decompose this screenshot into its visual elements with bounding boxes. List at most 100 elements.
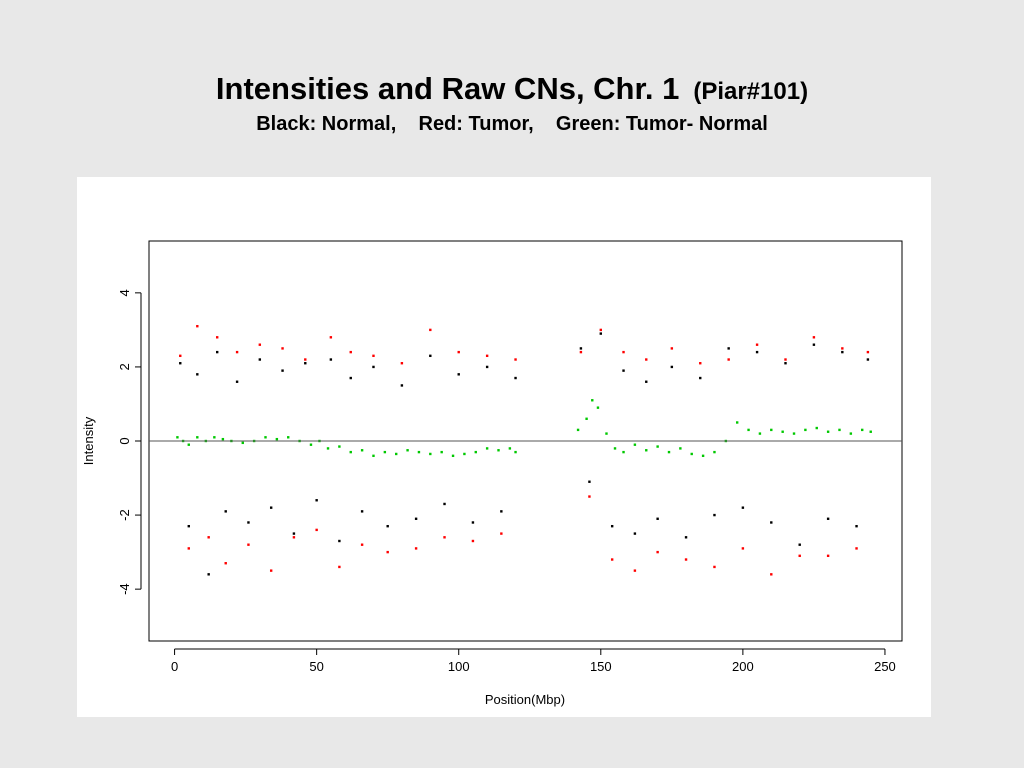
data-point bbox=[372, 354, 375, 358]
data-point bbox=[386, 550, 389, 554]
data-point bbox=[471, 539, 475, 543]
data-point bbox=[500, 510, 503, 513]
chart-title: Intensities and Raw CNs, Chr. 1 bbox=[215, 71, 680, 106]
data-point bbox=[804, 428, 807, 432]
data-point bbox=[338, 445, 341, 448]
data-point bbox=[755, 350, 759, 354]
data-point bbox=[235, 350, 239, 354]
x-tick-label: 200 bbox=[732, 659, 754, 674]
data-point bbox=[179, 362, 182, 365]
data-point bbox=[386, 524, 389, 528]
data-point bbox=[596, 406, 600, 409]
data-point bbox=[699, 376, 702, 380]
data-point bbox=[841, 347, 844, 350]
data-point bbox=[247, 521, 250, 524]
data-point bbox=[247, 543, 250, 546]
data-point bbox=[610, 558, 614, 561]
data-point bbox=[326, 447, 330, 450]
data-point bbox=[443, 502, 446, 506]
data-point bbox=[269, 569, 273, 572]
data-point bbox=[406, 449, 409, 452]
data-point bbox=[414, 517, 418, 520]
data-point bbox=[826, 517, 830, 520]
data-point bbox=[770, 573, 773, 576]
data-point bbox=[196, 373, 199, 376]
data-point bbox=[645, 380, 648, 383]
data-point bbox=[213, 436, 216, 439]
data-point bbox=[645, 358, 648, 361]
data-point bbox=[588, 495, 591, 498]
data-point bbox=[585, 417, 588, 420]
data-point bbox=[826, 430, 830, 433]
data-point bbox=[440, 450, 443, 454]
data-point bbox=[292, 532, 296, 535]
data-point bbox=[613, 447, 617, 450]
data-point bbox=[463, 452, 466, 456]
data-point bbox=[485, 365, 489, 369]
data-point bbox=[315, 528, 318, 532]
data-point bbox=[187, 547, 190, 550]
data-point bbox=[400, 384, 404, 387]
data-point bbox=[622, 369, 625, 372]
data-point bbox=[770, 521, 773, 524]
series-0 bbox=[179, 332, 870, 576]
data-point bbox=[579, 347, 583, 350]
data-point bbox=[329, 358, 333, 361]
data-point bbox=[656, 445, 659, 448]
data-point bbox=[735, 421, 739, 424]
data-point bbox=[400, 362, 404, 365]
y-axis-label: Intensity bbox=[81, 416, 96, 465]
data-point bbox=[755, 343, 759, 346]
data-point bbox=[610, 524, 614, 528]
data-point bbox=[457, 350, 460, 354]
data-point bbox=[451, 454, 455, 458]
data-point bbox=[429, 328, 432, 332]
data-point bbox=[656, 517, 659, 520]
data-point bbox=[372, 365, 375, 369]
data-point bbox=[338, 565, 341, 569]
data-point bbox=[281, 347, 284, 350]
x-axis: 0 50 100 150 200 250 bbox=[171, 648, 896, 674]
slide-title: Intensities and Raw CNs, Chr. 1 (Piar#101… bbox=[0, 70, 1024, 137]
data-point bbox=[758, 432, 762, 435]
data-point bbox=[349, 450, 352, 454]
data-point bbox=[258, 343, 262, 346]
data-point bbox=[667, 450, 671, 454]
y-tick-label: -2 bbox=[117, 509, 132, 521]
data-point bbox=[224, 562, 227, 565]
data-point bbox=[855, 547, 858, 550]
data-point bbox=[869, 430, 872, 433]
data-point bbox=[645, 449, 648, 452]
data-point bbox=[304, 358, 307, 361]
data-point bbox=[579, 350, 583, 354]
data-point bbox=[216, 350, 219, 354]
data-point bbox=[508, 447, 512, 450]
data-point bbox=[224, 510, 227, 513]
data-point bbox=[309, 443, 313, 446]
y-tick-label: 0 bbox=[117, 437, 132, 444]
data-point bbox=[866, 358, 870, 361]
data-point bbox=[815, 426, 818, 430]
data-point bbox=[287, 436, 290, 439]
data-point bbox=[275, 437, 279, 441]
data-point bbox=[500, 532, 503, 535]
data-point bbox=[812, 336, 816, 339]
chart-subtitle: Black: Normal, Red: Tumor, Green: Tumor-… bbox=[256, 113, 768, 135]
data-point bbox=[656, 550, 659, 554]
data-point bbox=[599, 332, 602, 335]
data-point bbox=[599, 328, 602, 332]
data-point bbox=[841, 350, 844, 354]
data-point bbox=[514, 450, 517, 454]
data-point bbox=[196, 436, 199, 439]
data-point bbox=[727, 358, 730, 361]
data-point bbox=[713, 513, 716, 517]
data-point bbox=[747, 428, 750, 432]
data-point bbox=[770, 428, 773, 432]
data-point bbox=[591, 399, 594, 402]
data-point bbox=[622, 350, 625, 354]
data-point bbox=[485, 354, 489, 358]
data-point bbox=[670, 365, 674, 369]
y-tick-label: 2 bbox=[117, 363, 132, 370]
data-point bbox=[713, 450, 716, 454]
data-point bbox=[622, 450, 625, 454]
